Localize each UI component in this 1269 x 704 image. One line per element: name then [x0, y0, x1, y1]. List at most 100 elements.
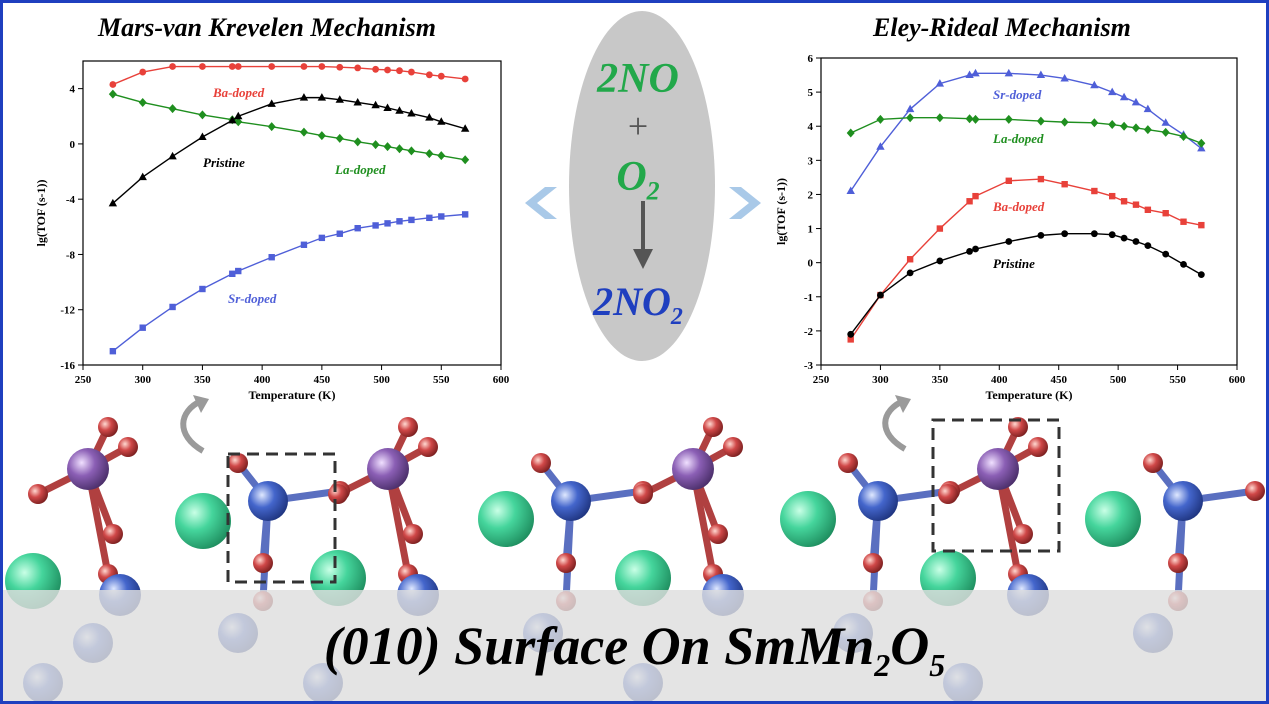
- mvk-data-point: [138, 97, 147, 107]
- mvk-data-point: [267, 122, 276, 132]
- er-data-point: [906, 269, 914, 277]
- er-y-tick-label: 1: [808, 224, 814, 236]
- mvk-plot-frame: [82, 60, 502, 366]
- er-y-tick-label: 5: [808, 87, 814, 99]
- mvk-data-point: [268, 63, 276, 70]
- mvk-data-point: [407, 109, 416, 117]
- mvk-y-tick-label: 4: [70, 84, 76, 96]
- er-data-point: [1144, 206, 1152, 213]
- er-data-point: [846, 186, 855, 195]
- mvk-data-point: [199, 285, 206, 293]
- oxygen-atom: [863, 553, 883, 573]
- mvk-data-point: [371, 100, 380, 109]
- er-data-point: [1004, 114, 1013, 124]
- er-data-point: [1144, 242, 1152, 250]
- er-data-point: [1162, 250, 1170, 258]
- mvk-data-point: [335, 133, 344, 143]
- er-data-point: [1143, 104, 1153, 113]
- reactant-no: 2NO: [597, 56, 679, 102]
- er-data-point: [906, 256, 914, 263]
- mvk-data-point: [461, 211, 469, 218]
- mvk-data-point: [437, 117, 446, 125]
- mvk-y-tick-label: -12: [60, 305, 75, 317]
- er-data-point: [1180, 260, 1187, 268]
- er-data-point: [1198, 221, 1205, 229]
- er-y-tick-label: 0: [808, 258, 814, 270]
- oxygen-atom: [253, 553, 273, 573]
- er-data-point: [877, 291, 884, 299]
- sm-atom: [780, 491, 836, 547]
- mn-atom-purple: [672, 448, 714, 490]
- er-x-tick-label: 400: [991, 374, 1008, 386]
- no2-base: 2NO: [593, 279, 671, 324]
- mvk-data-point: [336, 63, 344, 71]
- mvk-data-point: [353, 97, 362, 106]
- mvk-y-tick-label: -16: [60, 360, 75, 372]
- er-data-point: [847, 330, 855, 338]
- mvk-data-point: [300, 241, 308, 248]
- oxygen-atom: [633, 484, 653, 504]
- er-curved-arrow: [882, 398, 907, 452]
- mvk-data-point: [437, 72, 445, 80]
- banner-title: (010) Surface On SmMn2O5: [3, 615, 1266, 684]
- mvk-data-point: [354, 64, 362, 72]
- oxygen-atom: [418, 437, 438, 457]
- mvk-data-point: [299, 93, 309, 101]
- er-data-point: [972, 192, 979, 200]
- mvk-data-point: [354, 225, 361, 232]
- mvk-data-point: [168, 151, 177, 160]
- mn-atom-blue: [858, 481, 898, 521]
- left-chevron-icon: [525, 187, 557, 219]
- mvk-data-point: [234, 111, 243, 120]
- er-data-point: [936, 225, 944, 232]
- er-series-label: Sr-doped: [993, 87, 1042, 102]
- er-data-point: [1108, 120, 1117, 130]
- mvk-data-point: [109, 81, 117, 88]
- er-data-point: [936, 257, 944, 265]
- er-data-point: [1180, 218, 1187, 225]
- mvk-chart-title: Mars-van Krevelen Mechanism: [98, 13, 436, 42]
- mvk-data-point: [383, 103, 392, 111]
- mn-atom-blue: [1163, 481, 1203, 521]
- mvk-data-point: [228, 63, 236, 70]
- mvk-data-point: [169, 63, 176, 70]
- mvk-chart: 250 300 350 400 450 500 550 600 4 0 -4 -8 -12 -16 Temp…: [34, 60, 510, 402]
- er-data-point: [971, 68, 980, 77]
- er-data-point: [1131, 97, 1141, 106]
- mvk-y-tick-label: -4: [66, 194, 76, 206]
- mvk-data-point: [396, 218, 403, 225]
- mvk-data-point: [353, 137, 362, 147]
- mvk-data-point: [383, 142, 392, 152]
- mvk-data-point: [199, 63, 206, 70]
- oxygen-atom: [398, 417, 418, 437]
- mvk-data-point: [371, 140, 380, 150]
- oxygen-atom: [403, 524, 423, 544]
- mvk-data-point: [408, 68, 415, 76]
- mvk-y-axis-label: lg(TOF (s-1)): [34, 180, 48, 247]
- er-data-point: [876, 114, 885, 124]
- mvk-data-point: [461, 75, 469, 83]
- mvk-data-point: [228, 115, 237, 124]
- er-y-tick-label: -2: [804, 326, 814, 338]
- mvk-data-point: [461, 155, 470, 165]
- er-data-point: [1060, 73, 1069, 82]
- oxygen-atom: [118, 437, 138, 457]
- mvk-data-point: [108, 89, 117, 99]
- er-data-point: [1109, 192, 1116, 200]
- oxygen-atom: [708, 524, 728, 544]
- er-x-tick-label: 600: [1229, 374, 1246, 386]
- oxygen-atom: [1028, 437, 1048, 457]
- mvk-data-point: [408, 216, 415, 224]
- mvk-data-point: [407, 146, 416, 156]
- er-y-axis-label: lg(TOF (s-1)): [774, 178, 788, 245]
- mvk-data-point: [395, 144, 404, 154]
- mvk-y-tick-label: -8: [66, 249, 76, 261]
- er-y-tick-label: 6: [808, 53, 814, 65]
- mvk-data-point: [425, 71, 433, 79]
- er-y-tick-label: 4: [808, 121, 814, 133]
- er-data-point: [1061, 230, 1069, 238]
- er-data-point: [906, 113, 915, 123]
- er-data-point: [971, 114, 980, 124]
- er-data-point: [1108, 87, 1117, 96]
